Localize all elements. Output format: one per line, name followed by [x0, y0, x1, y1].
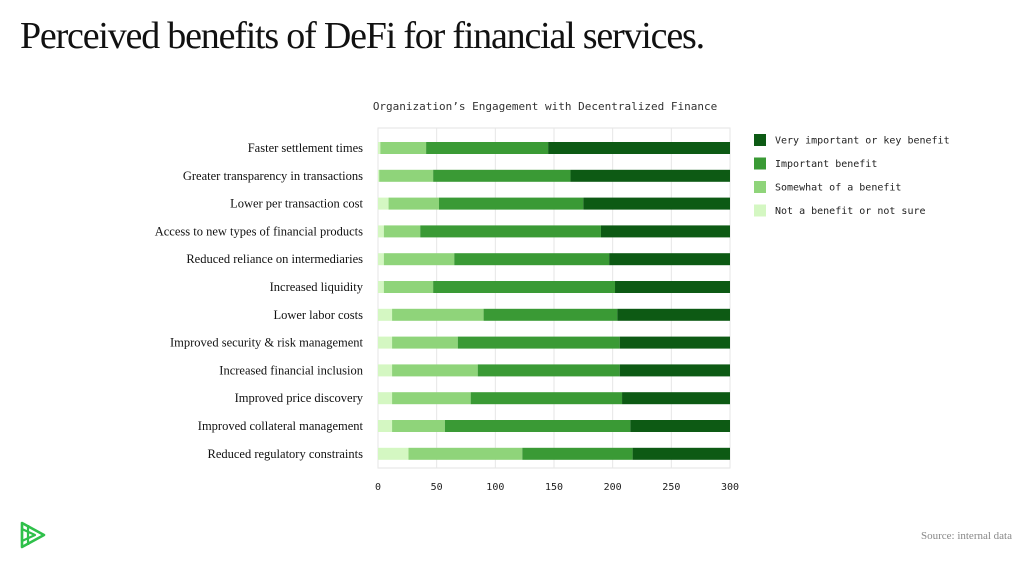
bar-segment: [420, 225, 601, 238]
legend-label: Not a benefit or not sure: [775, 206, 926, 217]
legend-label: Very important or key benefit: [775, 136, 950, 147]
bar-segment: [378, 308, 393, 321]
bar-segment: [477, 364, 620, 377]
bar-segment: [619, 336, 730, 349]
bar-segment: [378, 447, 409, 460]
category-label: Access to new types of financial product…: [155, 224, 363, 238]
bar-segment: [622, 392, 730, 405]
category-label: Lower per transaction cost: [230, 197, 363, 211]
category-label: Improved security & risk management: [170, 336, 364, 350]
legend-swatch: [754, 204, 766, 217]
bar-segment: [454, 253, 610, 266]
source-note: Source: internal data: [920, 530, 1012, 542]
legend-swatch: [754, 157, 766, 170]
bar-segment: [378, 420, 393, 432]
bar-segment: [383, 225, 421, 238]
bar-segment: [615, 281, 730, 293]
bar-segment: [378, 225, 384, 238]
bar-segment: [378, 364, 393, 377]
legend-swatch: [754, 134, 766, 146]
bar-segment: [392, 336, 458, 349]
bar-segment: [483, 308, 618, 321]
bar-segment: [378, 142, 381, 154]
bar-segment: [388, 197, 440, 210]
bar-segment: [378, 169, 380, 182]
category-label: Faster settlement times: [248, 141, 363, 155]
category-label: Increased financial inclusion: [219, 363, 363, 377]
bar-segment: [378, 392, 393, 405]
bar-segment: [522, 447, 633, 460]
bar-segment: [392, 364, 478, 377]
bar-segment: [383, 281, 434, 293]
bars: [378, 142, 730, 460]
chart-title: Organization’s Engagement with Decentral…: [373, 100, 717, 113]
bar-segment: [617, 308, 730, 321]
bar-segment: [439, 197, 584, 210]
page-title: Perceived benefits of DeFi for financial…: [20, 15, 705, 57]
bar-segment: [444, 420, 631, 432]
legend-label: Somewhat of a benefit: [775, 183, 901, 194]
x-axis-ticks: 0 50 100 150 200 250 300: [375, 482, 739, 493]
x-tick-label: 250: [662, 482, 680, 493]
legend-swatch: [754, 181, 766, 193]
legend: Very important or key benefit Important b…: [754, 134, 950, 217]
bar-segment: [392, 420, 445, 432]
category-label: Greater transparency in transactions: [183, 169, 363, 183]
bar-segment: [380, 142, 427, 154]
category-label: Reduced reliance on intermediaries: [186, 252, 363, 266]
x-tick-label: 150: [545, 482, 563, 493]
bar-segment: [378, 197, 389, 210]
bar-segment: [600, 225, 730, 238]
category-label: Lower labor costs: [273, 308, 363, 322]
bar-segment: [570, 169, 730, 182]
bar-segment: [433, 281, 616, 293]
bar-segment: [379, 169, 434, 182]
x-tick-label: 100: [486, 482, 504, 493]
bar-segment: [383, 253, 455, 266]
bar-segment: [619, 364, 730, 377]
bar-segment: [392, 392, 471, 405]
bar-segment: [583, 197, 730, 210]
category-label: Increased liquidity: [270, 280, 364, 294]
bar-segment: [378, 281, 384, 293]
bar-segment: [548, 142, 730, 154]
x-tick-label: 200: [604, 482, 622, 493]
bar-segment: [378, 253, 384, 266]
x-tick-label: 300: [721, 482, 739, 493]
bar-segment: [408, 447, 523, 460]
bar-segment: [426, 142, 549, 154]
bar-segment: [609, 253, 730, 266]
brand-logo-icon: [20, 521, 46, 549]
category-label: Improved collateral management: [198, 419, 364, 433]
bar-segment: [630, 420, 730, 432]
x-tick-label: 50: [431, 482, 443, 493]
bar-segment: [470, 392, 623, 405]
bar-segment: [632, 447, 730, 460]
legend-label: Important benefit: [775, 159, 877, 170]
category-label: Reduced regulatory constraints: [207, 447, 363, 461]
bar-segment: [378, 336, 393, 349]
category-label: Improved price discovery: [235, 391, 364, 405]
bar-segment: [433, 169, 571, 182]
x-tick-label: 0: [375, 482, 381, 493]
category-labels: Faster settlement times Greater transpare…: [155, 141, 364, 461]
bar-segment: [392, 308, 484, 321]
grid: [377, 127, 731, 469]
bar-segment: [457, 336, 620, 349]
